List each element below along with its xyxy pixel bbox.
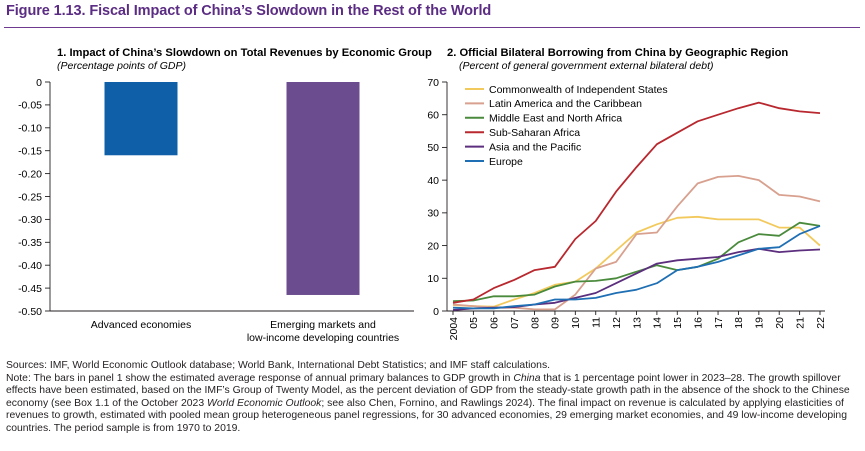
panel-2-x-tick-label: 17 (713, 317, 725, 329)
charts-canvas: 1. Impact of China’s Slowdown on Total R… (18, 47, 827, 344)
panel-2-x-tick-label: 06 (489, 317, 501, 329)
panel-2-axes: 0 10 20 30 40 50 60 70 2004 05 06 07 08 09 10 11 12 13 14 1… (427, 77, 826, 341)
panel-1-bar (286, 82, 360, 295)
panel-2-x-tick-label: 13 (631, 317, 643, 329)
panel-1-category-label: Advanced economies (91, 319, 191, 331)
figure-notes: Sources: IMF, World Economic Outlook dat… (6, 360, 858, 436)
panel-1-y-tick-label: -0.35 (18, 237, 42, 249)
panel-2-title: 2. Official Bilateral Borrowing from Chi… (447, 47, 788, 59)
panel-2-x-tick-label: 11 (591, 317, 603, 328)
note-text: Note: The bars in panel 1 show the estim… (6, 373, 858, 436)
panel-1-bar (104, 82, 178, 156)
panel-2-y-tick-label: 20 (427, 240, 439, 252)
panel-1-y-tick-label: -0.10 (18, 123, 42, 135)
panel-1-y-tick-label: 0 (36, 77, 42, 89)
panel-2-series-line (452, 225, 821, 310)
panel-2-x-tick-label: 05 (468, 317, 480, 329)
note-text-italic-2: World Economic Outlook (207, 397, 322, 409)
panel-2-legend-label: Latin America and the Caribbean (489, 98, 642, 110)
panel-2-x-tick-label: 08 (529, 317, 541, 329)
panel-2-x-tick-label: 07 (509, 317, 521, 329)
panel-2-legend-label: Asia and the Pacific (489, 141, 581, 153)
panel-1-bar-chart: 1. Impact of China’s Slowdown on Total R… (18, 47, 432, 344)
panel-2-y-tick-label: 50 (427, 142, 439, 154)
panel-1-y-tick-label: -0.40 (18, 260, 42, 272)
panel-2-series-lines (452, 101, 821, 311)
panel-2-x-tick-label: 12 (611, 317, 623, 329)
panel-2-y-tick-label: 10 (427, 273, 439, 285)
note-text-part-2: that is 1 percentage point lower in 2023… (6, 372, 850, 409)
panel-2-x-tick-label: 14 (652, 317, 664, 329)
panel-1-y-tick-label: -0.05 (18, 100, 42, 112)
panel-2-x-tick-label: 22 (815, 317, 827, 329)
panel-2-series-line (452, 215, 821, 308)
panel-2-y-tick-label: 70 (427, 77, 439, 89)
panel-1-category-labels: Advanced economies Emerging markets andlo… (91, 319, 399, 344)
panel-2-legend-label: Commonwealth of Independent States (489, 84, 668, 96)
panel-2-x-tick-label: 18 (733, 317, 745, 329)
panel-1-y-tick-label: -0.15 (18, 146, 42, 158)
panel-1-category-label: Emerging markets and (270, 319, 376, 331)
panel-2-series-line (452, 101, 821, 304)
sources-text: Sources: IMF, World Economic Outlook dat… (6, 360, 551, 371)
panel-2-y-tick-label: 0 (433, 306, 439, 318)
panel-2-x-tick-label: 15 (672, 317, 684, 329)
note-text-italic-1: China (513, 372, 541, 384)
panel-1-y-tick-label: -0.30 (18, 214, 42, 226)
panel-2-x-tick-label: 10 (570, 317, 582, 329)
panel-2-x-tick-label: 21 (794, 317, 806, 329)
panel-2-subtitle: (Percent of general government external … (459, 60, 713, 72)
panel-1-title: 1. Impact of China’s Slowdown on Total R… (57, 47, 432, 59)
panel-2-legend-label: Sub-Saharan Africa (489, 127, 580, 139)
panel-2-x-tick-label: 16 (692, 317, 704, 329)
panel-1-y-tick-label: -0.50 (18, 306, 42, 318)
panel-1-y-tick-label: -0.20 (18, 168, 42, 180)
panel-1-subtitle: (Percentage points of GDP) (57, 60, 186, 72)
panel-2-y-tick-label: 30 (427, 208, 439, 220)
panel-2-legend-label: Europe (489, 156, 523, 168)
figure-title: Figure 1.13. Fiscal Impact of China’s Sl… (6, 3, 492, 19)
panel-2-legend-label: Middle East and North Africa (489, 113, 622, 125)
note-text-part-3: ; see also Chen, Fornino, and Rawlings 2… (6, 397, 847, 434)
panel-2-x-tick-label: 20 (774, 317, 786, 329)
panel-2-line-chart: 2. Official Bilateral Borrowing from Chi… (427, 47, 826, 340)
panel-1-axes: 0 -0.05 -0.10 -0.15 -0.20 -0.25 -0.30 -0.35 -0.4… (18, 77, 414, 318)
title-divider (4, 27, 860, 28)
panel-2-y-tick-label: 40 (427, 175, 439, 187)
note-text-part-1: Note: The bars in panel 1 show the estim… (6, 372, 514, 384)
panel-1-y-tick-label: -0.45 (18, 283, 42, 295)
panel-2-legend: Commonwealth of Independent States Latin … (465, 84, 668, 168)
panel-2-x-tick-label: 19 (754, 317, 766, 329)
panel-2-y-tick-label: 60 (427, 110, 439, 122)
panel-2-x-tick-label: 2004 (448, 317, 460, 341)
panel-2-x-tick-label: 09 (550, 317, 562, 329)
panel-1-y-tick-label: -0.25 (18, 191, 42, 203)
panel-2-series-line (452, 221, 821, 303)
panel-1-category-label: low-income developing countries (247, 332, 399, 344)
panel-1-bars (104, 82, 360, 295)
